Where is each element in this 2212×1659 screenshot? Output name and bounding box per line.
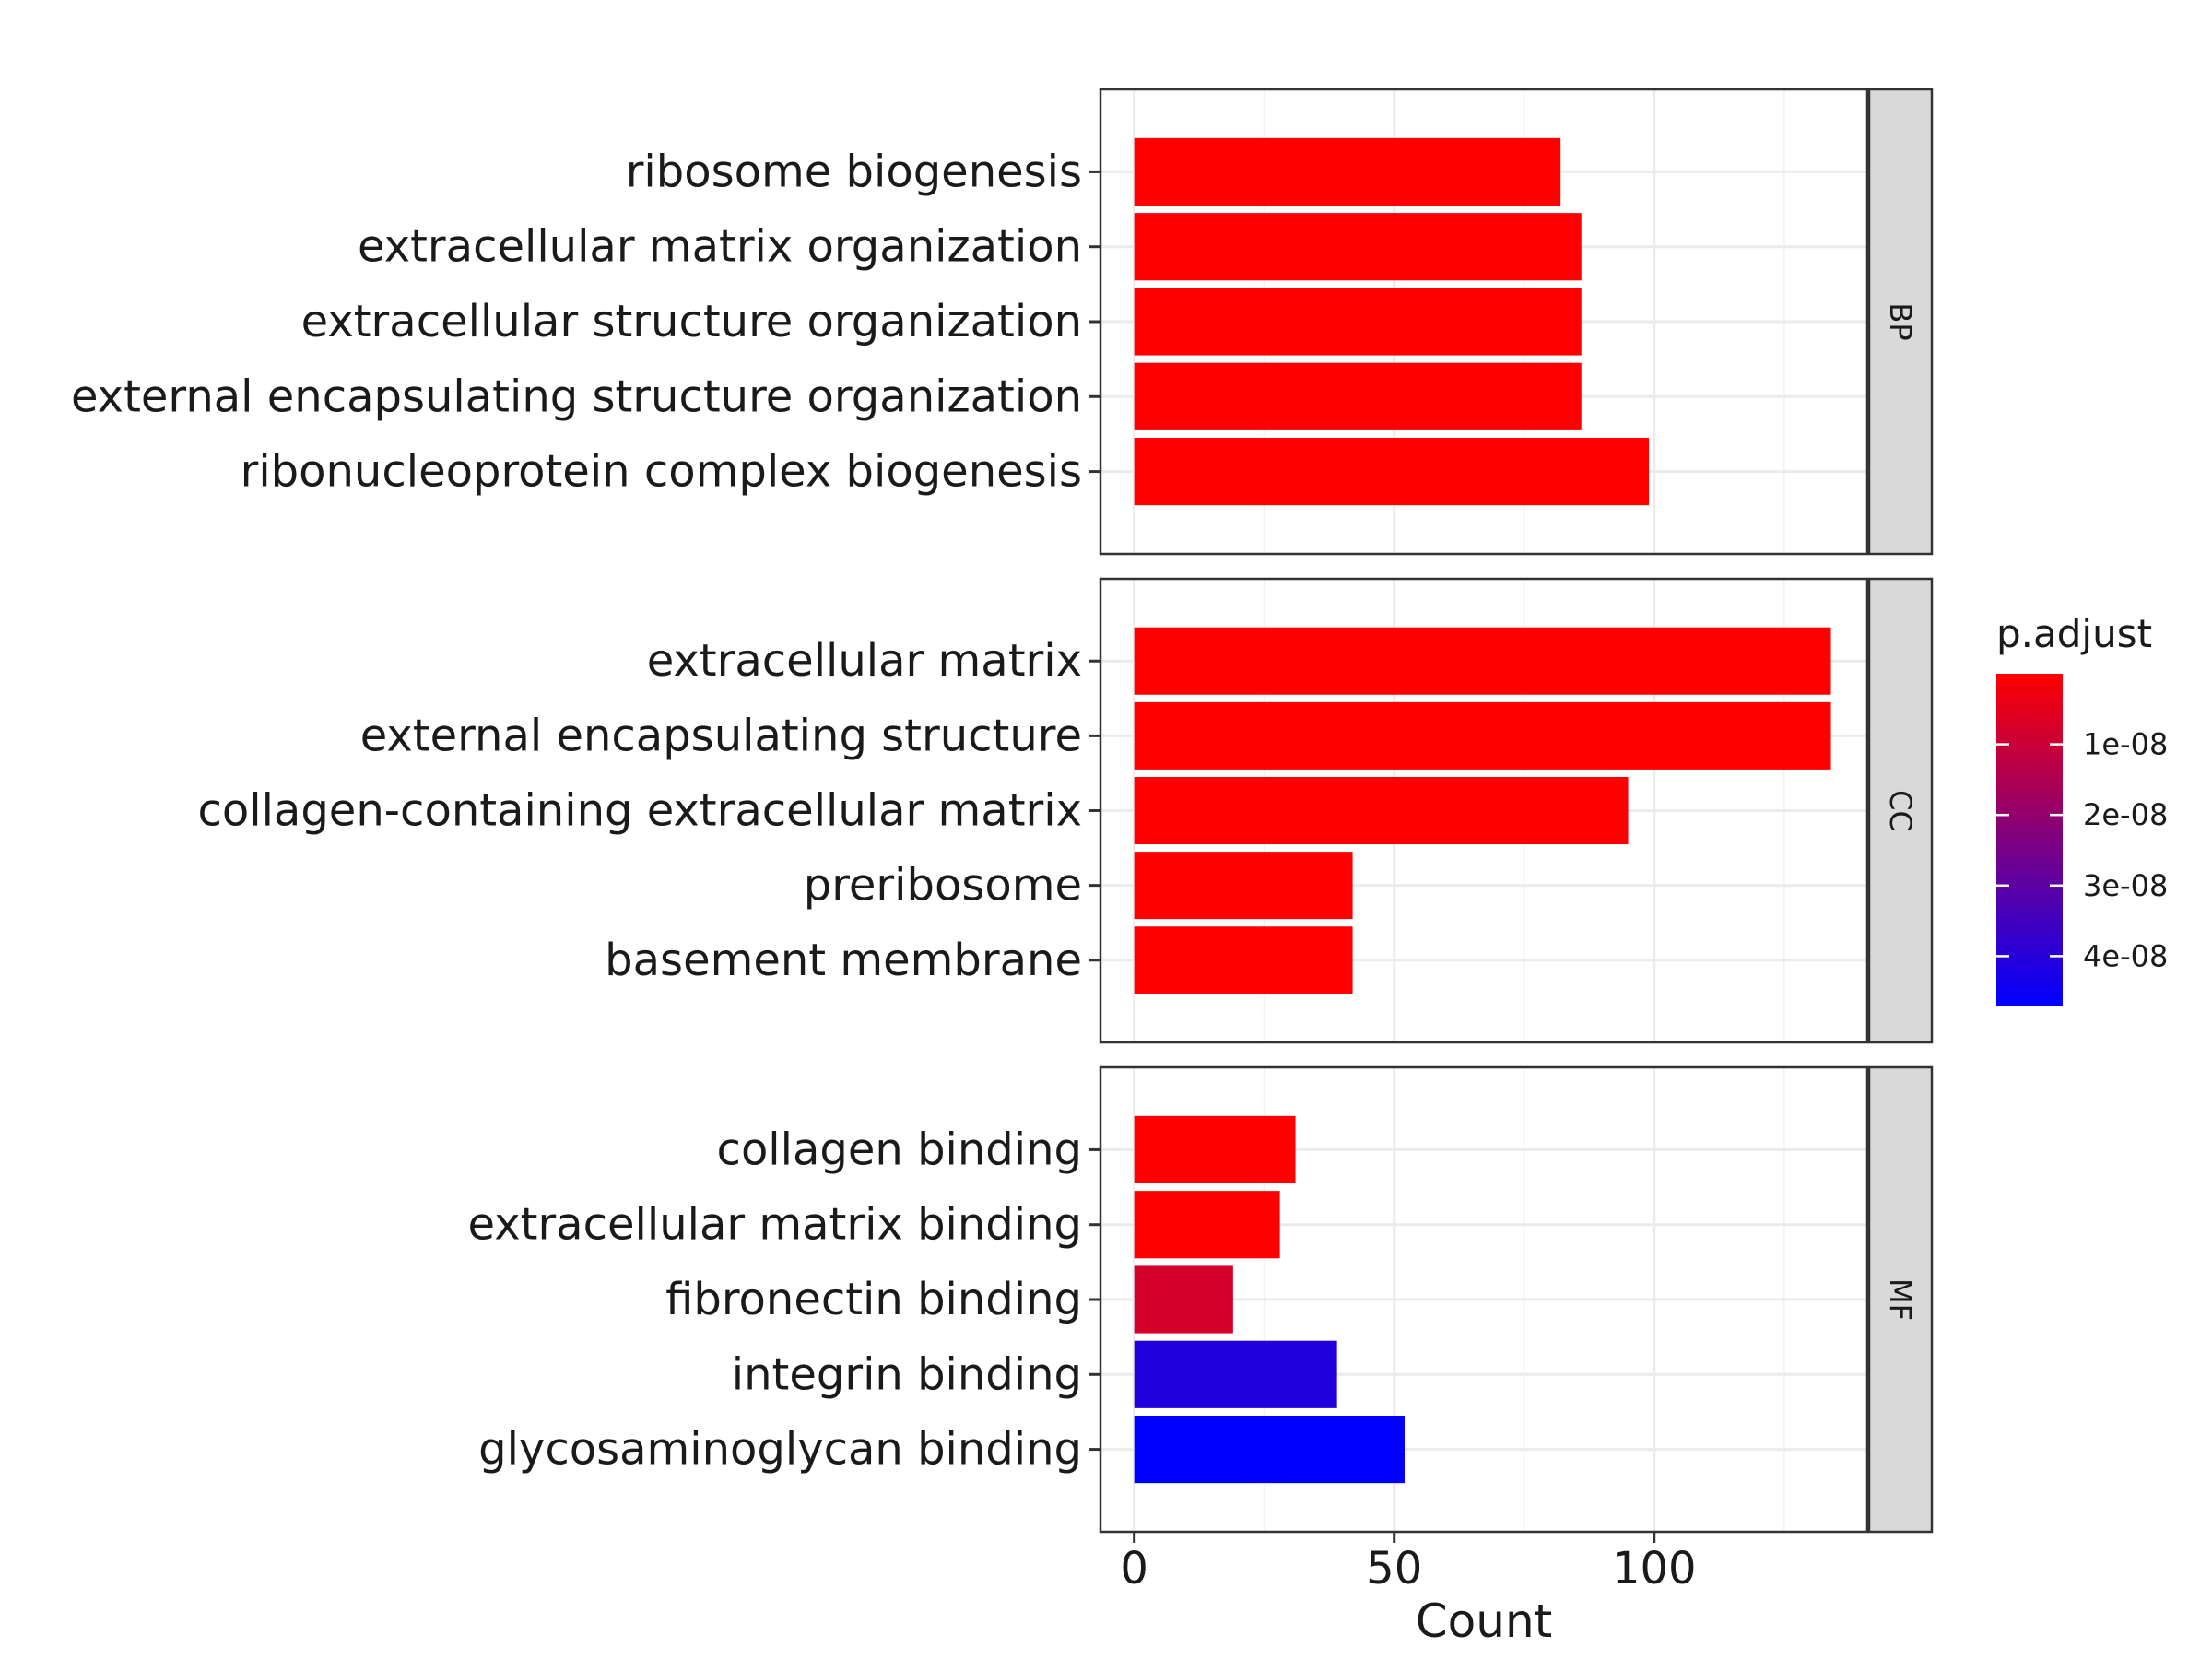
category-label: integrin binding [732,1348,1082,1400]
bar-collagen-binding [1134,1115,1296,1183]
facet-strip-label: CC [1883,790,1918,831]
legend-ticks: 1e-08 2e-08 3e-08 4e-08 [1996,727,2168,973]
category-label: external encapsulating structure organiz… [71,371,1082,422]
panel-border [1099,88,1869,556]
facet-strip-label: MF [1883,1278,1918,1321]
bar-collagen-containing-extracellular-matrix [1134,776,1629,845]
category-label: extracellular matrix organization [358,221,1082,273]
category-label: fibronectin binding [665,1274,1082,1325]
color-legend: p.adjust 1e-08 2e-08 3e-08 4e-08 [1996,611,2168,1006]
facet-panel-cc: extracellular matrix external encapsulati… [197,577,1934,1044]
category-label: collagen binding [717,1124,1082,1175]
legend-tick-label: 2e-08 [2083,797,2168,832]
bar-glycosaminoglycan-binding [1134,1416,1405,1484]
bar-extracellular-matrix-organization [1134,213,1582,281]
legend-tick-label: 4e-08 [2083,938,2168,973]
facet-panels: ribosome biogenesis extracellular matrix … [71,88,1934,1534]
category-label: basement membrane [605,935,1082,986]
x-tick-label: 0 [1120,1543,1148,1594]
category-label: extracellular matrix binding [468,1199,1082,1251]
category-label: collagen-containing extracellular matrix [197,785,1082,837]
bar-extracellular-matrix-binding [1134,1191,1280,1259]
panel-border [1099,1065,1869,1534]
bar-ribosome-biogenesis [1134,137,1561,206]
facet-strip [1867,88,1934,556]
x-axis-title: Count [1416,1594,1553,1648]
x-axis: 0 50 100 [1120,1532,1697,1594]
bar-external-encapsulating-structure [1134,701,1831,770]
category-label: extracellular structure organization [301,296,1082,347]
bar-preribosome [1134,852,1353,920]
x-tick-label: 100 [1612,1543,1697,1594]
legend-title: p.adjust [1996,611,2152,656]
category-label: ribonucleoprotein complex biogenesis [241,446,1082,498]
facet-strip [1867,577,1934,1044]
bar-extracellular-structure-organization [1134,288,1582,356]
legend-tick-label: 1e-08 [2083,727,2168,762]
facet-strip [1867,1065,1934,1534]
bar-basement-membrane [1134,926,1353,994]
facet-strip-label: BP [1883,302,1918,340]
legend-colorbar [1996,674,2063,1006]
bar-external-encapsulating-structure-organization [1134,362,1582,430]
category-label: glycosaminoglycan binding [478,1424,1082,1476]
bar-fibronectin-binding [1134,1265,1233,1334]
bar-integrin-binding [1134,1340,1337,1408]
x-tick-label: 50 [1366,1543,1422,1594]
facet-panel-bp: ribosome biogenesis extracellular matrix … [71,88,1934,556]
category-label: preribosome [804,860,1082,912]
bar-ribonucleoprotein-complex-biogenesis [1134,438,1650,506]
facet-panel-mf: collagen binding extracellular matrix bin… [468,1065,1934,1534]
panel-border [1099,577,1869,1044]
category-label: extracellular matrix [647,635,1082,687]
legend-tick-label: 3e-08 [2083,868,2168,903]
category-label: ribosome biogenesis [626,146,1082,197]
bar-extracellular-matrix [1134,627,1831,695]
category-label: external encapsulating structure [360,710,1082,761]
